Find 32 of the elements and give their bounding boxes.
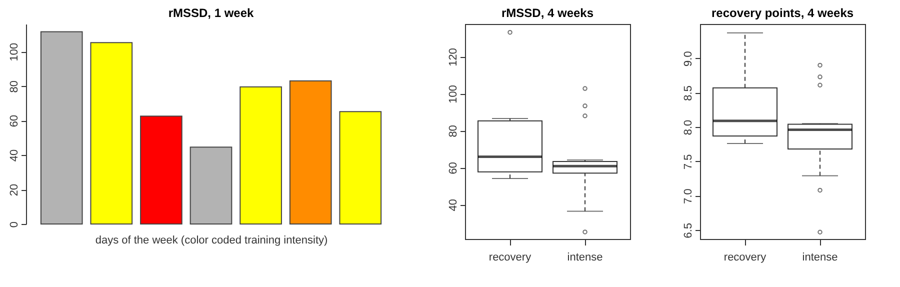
bar (240, 86, 282, 224)
y-tick-label: 60 (8, 114, 20, 128)
x-tick-label: recovery (488, 252, 532, 264)
x-tick-label: intense (567, 252, 603, 264)
x-tick-label: recovery (724, 252, 767, 264)
y-tick-label: 8.0 (682, 120, 694, 136)
bar (40, 31, 83, 224)
y-tick-label: 8.5 (682, 86, 694, 101)
chart-title: rMSSD, 1 week (168, 6, 254, 20)
chart-title: rMSSD, 4 weeks (501, 6, 594, 20)
bar (339, 111, 382, 224)
y-tick-label: 6.5 (682, 222, 694, 238)
y-tick-label: 7.5 (682, 154, 694, 170)
x-axis-title: days of the week (color coded training intensity) (95, 234, 328, 246)
y-tick-label: 40 (448, 198, 460, 212)
y-tick-label: 80 (448, 125, 460, 138)
y-tick-label: 60 (448, 162, 460, 174)
bar (190, 146, 232, 224)
chart-title: recovery points, 4 weeks (711, 6, 854, 20)
y-tick-label: 7.0 (682, 188, 694, 204)
y-tick-label: 9.0 (682, 51, 694, 66)
bar (289, 80, 332, 224)
bar (140, 116, 182, 224)
y-tick-label: 120 (448, 48, 460, 66)
bar (90, 42, 133, 224)
y-tick-label: 0 (8, 221, 20, 228)
y-tick-label: 20 (8, 184, 20, 196)
y-tick-label: 80 (8, 80, 20, 93)
y-tick-label: 40 (8, 149, 20, 162)
y-tick-label: 100 (8, 42, 20, 62)
x-tick-label: intense (802, 252, 838, 264)
y-tick-label: 100 (448, 85, 460, 104)
